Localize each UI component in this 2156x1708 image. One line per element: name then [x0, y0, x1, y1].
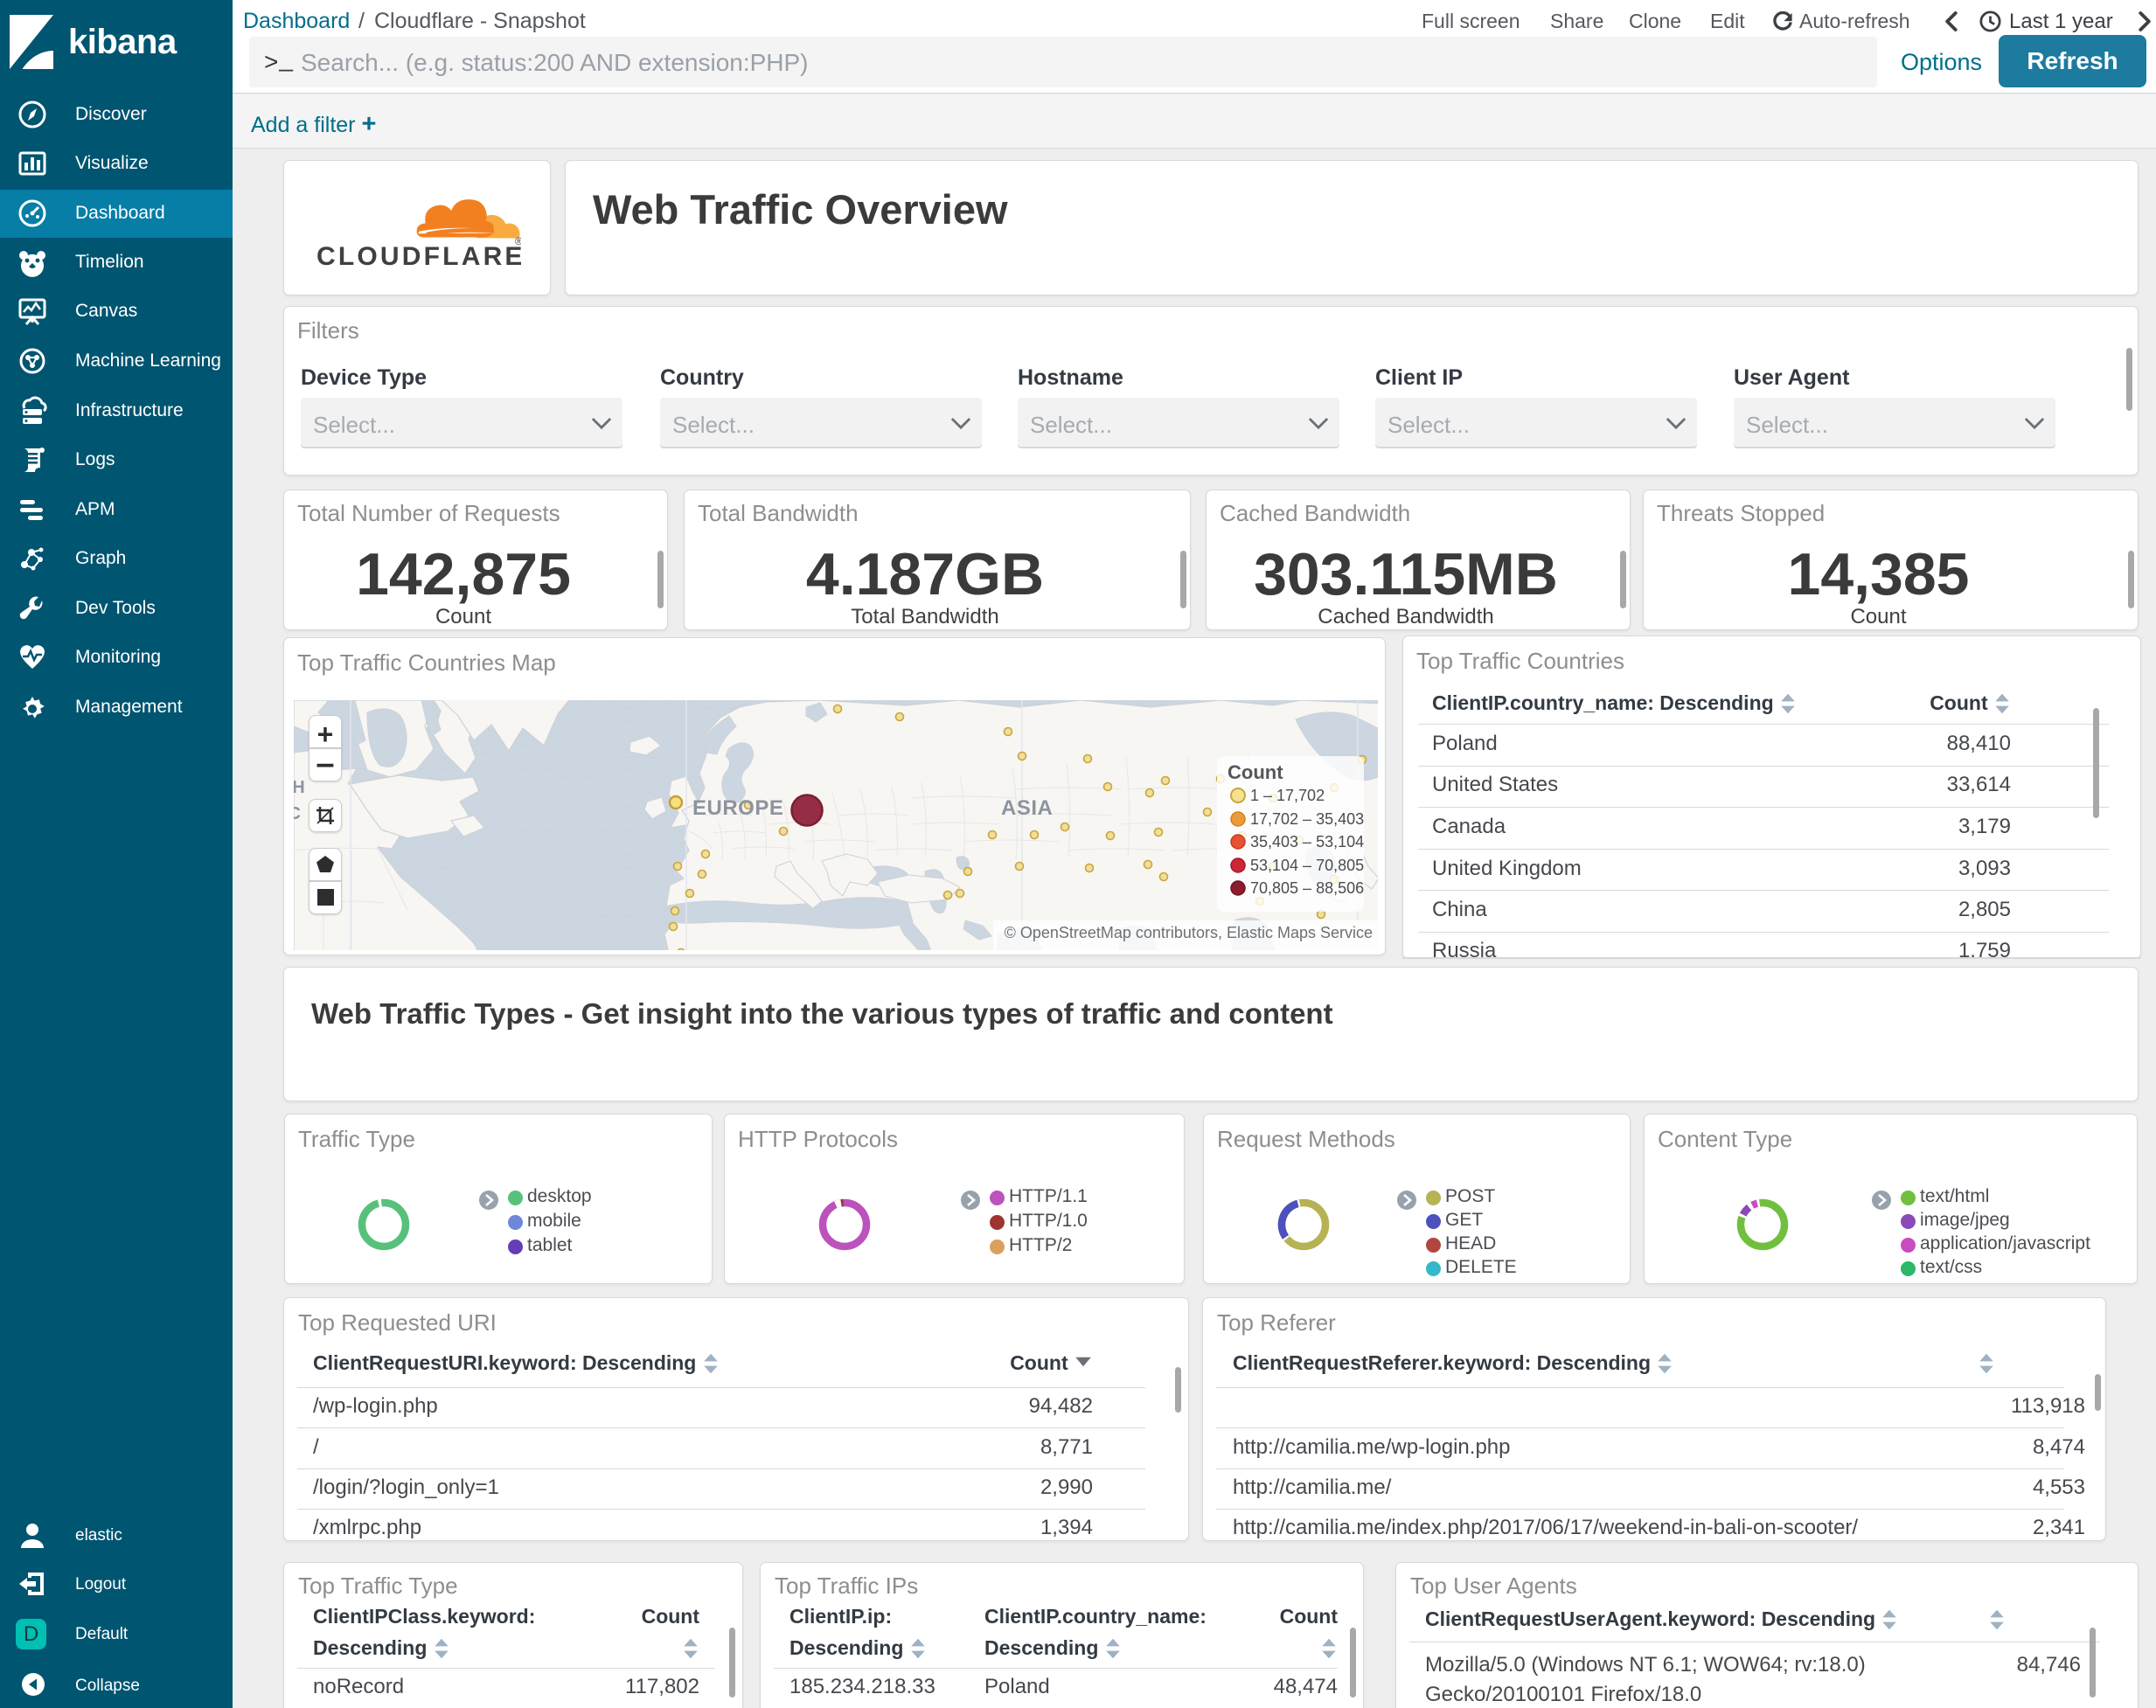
- svg-text:EUROPE: EUROPE: [692, 796, 783, 820]
- svg-text:17,702 – 35,403: 17,702 – 35,403: [1250, 810, 1364, 828]
- svg-text:Count: Count: [1228, 761, 1283, 783]
- svg-text:ASIA: ASIA: [1001, 796, 1053, 820]
- svg-text:1 – 17,702: 1 – 17,702: [1250, 787, 1325, 804]
- svg-text:CLOUDFLARE: CLOUDFLARE: [316, 242, 521, 269]
- svg-text:70,805 – 88,506: 70,805 – 88,506: [1250, 879, 1364, 897]
- svg-text:®: ®: [515, 235, 521, 247]
- svg-text:TH: TH: [294, 778, 305, 797]
- svg-text:IC: IC: [294, 804, 301, 823]
- svg-text:35,403 – 53,104: 35,403 – 53,104: [1250, 833, 1364, 851]
- svg-text:© OpenStreetMap contributors,: © OpenStreetMap contributors, Elastic Ma…: [1005, 924, 1373, 941]
- svg-text:53,104 – 70,805: 53,104 – 70,805: [1250, 857, 1364, 874]
